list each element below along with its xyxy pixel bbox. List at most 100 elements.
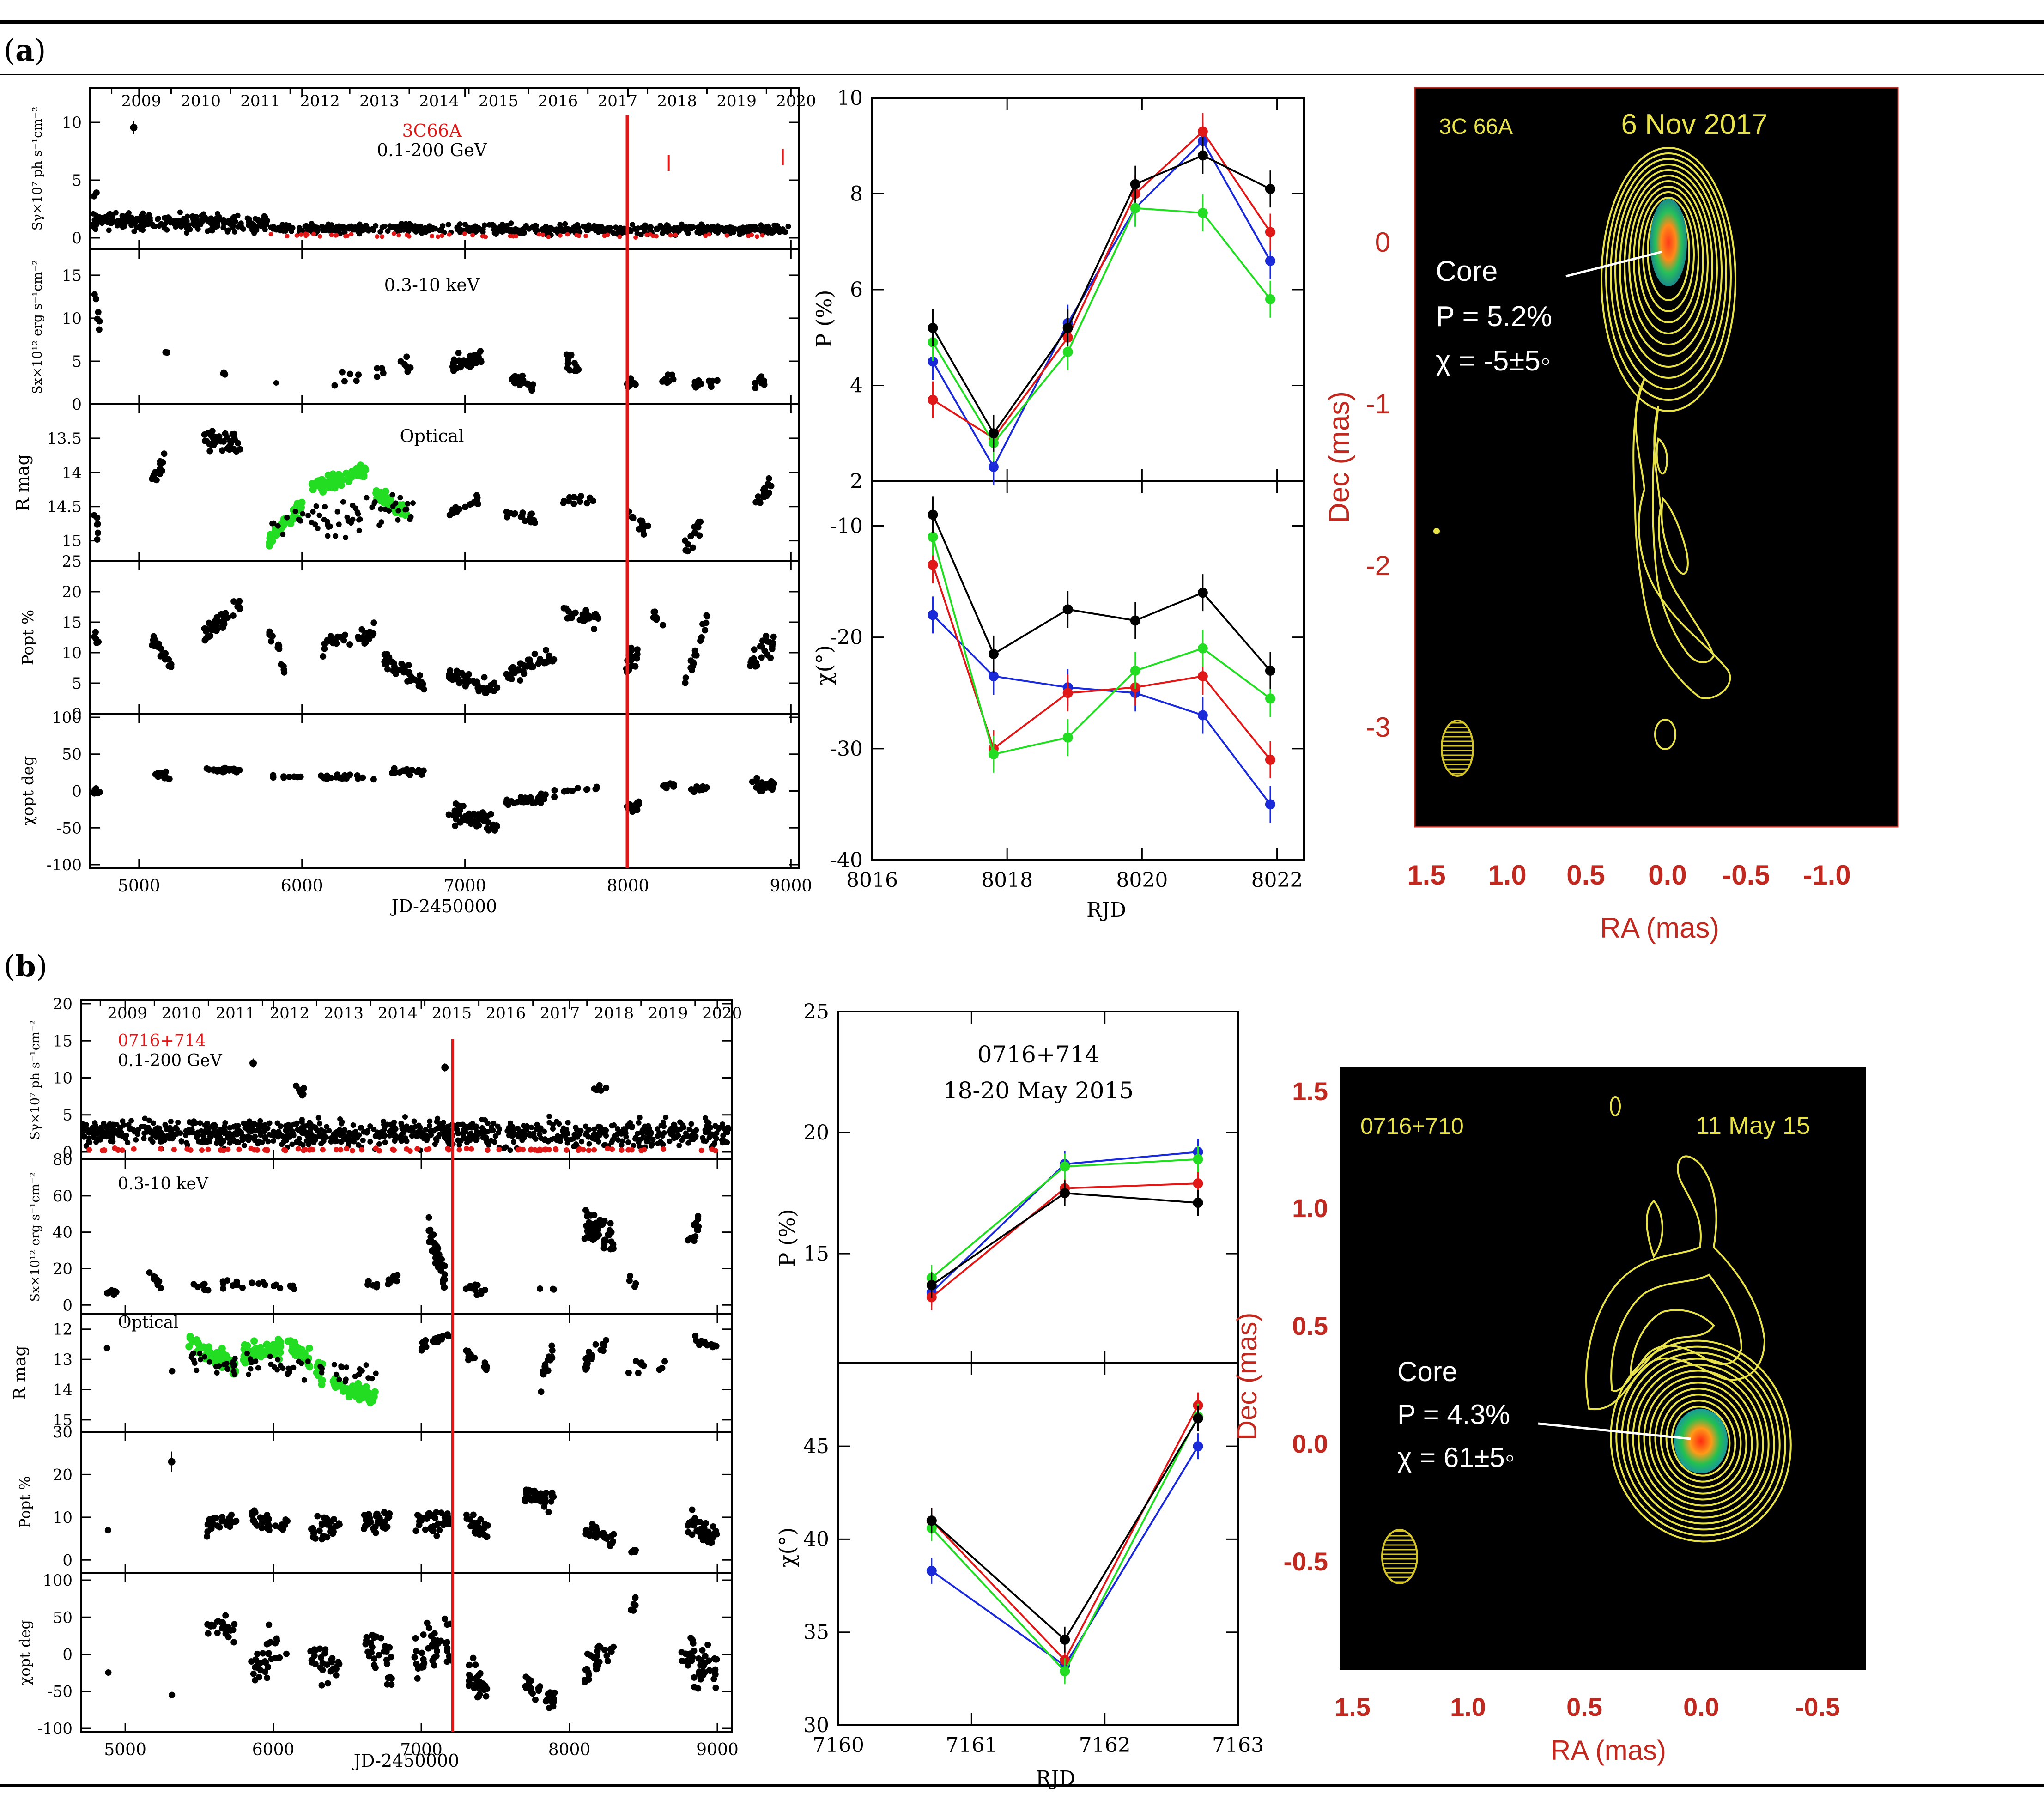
b-popt-point: [601, 1533, 608, 1539]
b-gamma-point: [575, 1134, 581, 1140]
b-gamma-point: [349, 1148, 355, 1154]
a-xray-point: [512, 373, 519, 380]
a-gamma-point: [106, 227, 112, 233]
b-core-chi: χ = 61±5◦: [1397, 1442, 1515, 1473]
a-gamma-point: [350, 227, 356, 233]
b-chi-point: [444, 1645, 451, 1652]
b-rmag-point: [244, 1351, 250, 1357]
a-gamma-point: [519, 226, 525, 232]
a-popt-point: [416, 672, 423, 679]
b-rmag-point: [584, 1360, 591, 1367]
b-chi-point: [603, 1652, 610, 1659]
b-xray-point: [605, 1231, 612, 1238]
b-rmag-point: [289, 1348, 297, 1356]
b-gamma-point: [230, 1134, 236, 1140]
a-gamma-point: [232, 229, 238, 235]
b-rmag-point: [214, 1370, 220, 1376]
b-gamma-point: [720, 1121, 726, 1127]
b-popt-point: [416, 1513, 423, 1520]
b-popt-point: [439, 1521, 446, 1527]
b-rmag-point: [267, 1353, 273, 1359]
b-gamma-point: [641, 1147, 647, 1153]
b-gamma-point: [248, 1135, 254, 1141]
b-popt-point: [362, 1522, 369, 1529]
b-gamma-point: [334, 1147, 340, 1153]
b-chi-point: [231, 1621, 238, 1628]
b-rmag-point: [301, 1377, 307, 1383]
a-popt-point: [462, 676, 469, 683]
b-pol-p-ytick: 15: [803, 1242, 829, 1266]
b-gamma-point: [392, 1138, 398, 1144]
b-chi-point: [700, 1672, 707, 1679]
b-gamma-point: [436, 1120, 442, 1126]
a-popt-point: [682, 674, 689, 681]
a-vlbi-xtick: 0.5: [1566, 860, 1605, 891]
b-gamma-point: [436, 1134, 442, 1140]
a-rmag-point: [389, 492, 395, 498]
a-popt-point: [652, 614, 659, 621]
a-gamma-point: [445, 222, 451, 228]
a-chi-point: [538, 790, 545, 797]
b-gamma-point: [427, 1133, 433, 1139]
a-gamma-point: [254, 223, 260, 229]
a-rmag-point: [376, 522, 382, 528]
a-popt-point: [230, 598, 237, 605]
a-gamma-point: [370, 227, 376, 233]
a-gamma-point: [317, 234, 322, 239]
b-gamma-point: [119, 1147, 125, 1153]
a-chi-pol-frame: [871, 480, 1305, 861]
b-xray-point: [437, 1267, 444, 1274]
a-xray-point: [273, 380, 279, 386]
b-year-label: 2011: [215, 1004, 255, 1023]
b-chi-point: [607, 1646, 614, 1653]
a-rmag-point: [629, 514, 636, 521]
b-year-label: 2012: [269, 1004, 309, 1023]
a-gamma-point: [333, 226, 339, 232]
b-gamma-point: [194, 1133, 200, 1139]
b-rmag-point: [373, 1370, 379, 1376]
b-gamma-point: [503, 1144, 509, 1150]
a-popt-point: [481, 674, 488, 681]
a-pol-chi-point-black: [988, 648, 999, 659]
b-popt-point: [314, 1513, 321, 1520]
a-gamma-point: [280, 228, 286, 234]
b-gamma-point: [586, 1141, 592, 1147]
b-gamma-point: [218, 1141, 224, 1147]
a-xray-point: [346, 370, 353, 377]
b-chi-point: [700, 1662, 707, 1669]
a-gamma-point: [409, 223, 415, 229]
b-chi-point: [411, 1654, 418, 1661]
a-year-label: 2017: [598, 92, 638, 110]
b-gamma-point: [264, 1147, 270, 1153]
a-gamma-point: [540, 232, 546, 237]
a-gamma-point: [760, 233, 765, 238]
a-rmag-point: [209, 434, 216, 441]
a-xray-point: [95, 309, 102, 315]
a-gamma-point: [536, 232, 541, 237]
a-gamma-point: [628, 229, 634, 235]
a-popt-ytick: 0: [72, 705, 82, 723]
b-xray-point: [249, 1280, 255, 1287]
a-pol-p-point-blue: [1265, 255, 1275, 266]
a-rmag-point: [270, 533, 278, 540]
b-gamma-point: [586, 1147, 592, 1153]
b-gamma-point: [404, 1123, 410, 1129]
a-pol-chi-ytick: -40: [830, 848, 863, 872]
a-rmag-point: [762, 484, 769, 491]
a-chi-point: [631, 806, 638, 813]
b-xray-point: [441, 1276, 448, 1283]
b-gamma-point: [619, 1142, 625, 1148]
a-rmag-ytick: 15: [62, 532, 82, 551]
a-popt-point: [537, 656, 544, 663]
b-xray-point: [602, 1237, 609, 1244]
b-gamma-point: [553, 1147, 559, 1153]
a-xray-point: [96, 326, 103, 333]
b-chi-point: [699, 1647, 706, 1654]
a-rmag-point: [689, 544, 696, 551]
a-rmag-point: [334, 509, 340, 515]
a-gamma-point: [478, 227, 484, 233]
b-gamma-point: [412, 1124, 419, 1130]
b-chi-point: [268, 1655, 275, 1662]
a-gamma-point: [737, 228, 743, 234]
b-chi-point: [273, 1635, 280, 1642]
